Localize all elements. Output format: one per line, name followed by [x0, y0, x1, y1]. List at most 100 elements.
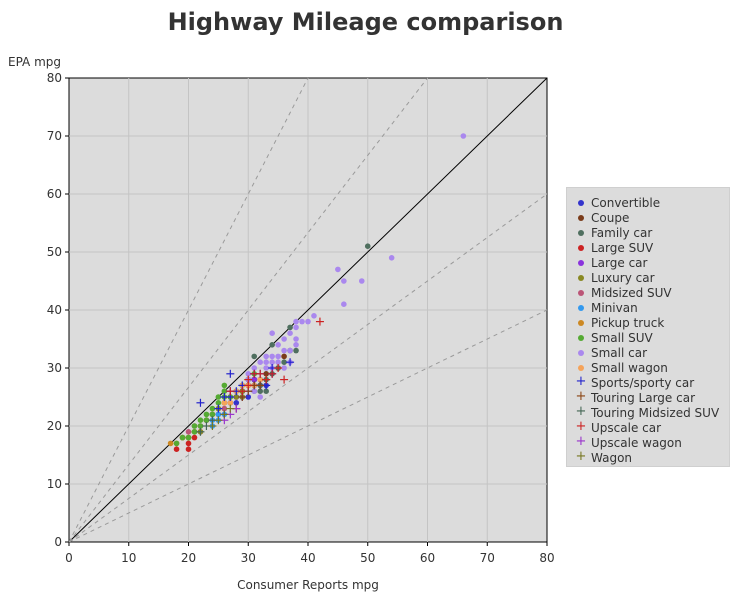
point-small-suv	[209, 405, 216, 412]
point-small-car	[281, 365, 287, 371]
legend-item-coupe: Coupe	[575, 210, 629, 225]
point-upscale-car	[238, 387, 247, 396]
point-small-car	[287, 347, 293, 354]
point-small-suv	[221, 382, 228, 389]
legend-label: Large car	[591, 255, 648, 270]
x-tick-label: 20	[181, 551, 196, 565]
point-small-suv	[221, 388, 228, 395]
point-pickup-truck	[167, 440, 174, 447]
data-points	[167, 133, 467, 453]
point-small-car	[275, 359, 281, 366]
legend-label: Family car	[591, 225, 653, 240]
point-upscale-car	[274, 364, 283, 372]
point-upscale-car	[268, 369, 277, 378]
legend-item-upscale-wagon: + Upscale wagon	[575, 434, 682, 450]
legend-item-family-car: Family car	[575, 225, 652, 240]
legend-item-touring-large-car: + Touring Large car	[575, 388, 695, 405]
x-tick-label: 40	[300, 551, 315, 565]
point-small-car	[257, 359, 264, 366]
point-small-suv	[215, 400, 222, 406]
point-small-car	[269, 353, 275, 360]
point-small-car	[251, 388, 258, 395]
point-small-suv	[215, 394, 222, 400]
chart-title: Highway Mileage comparison	[167, 8, 564, 36]
legend-item-sports-sporty-car: + Sports/sporty car	[575, 373, 695, 390]
y-tick-label: 0	[54, 535, 62, 549]
plus-marker-icon: +	[575, 388, 587, 404]
legend-item-wagon: + Wagon	[575, 449, 633, 465]
point-small-suv	[203, 417, 210, 424]
point-small-suv	[197, 417, 204, 424]
legend-label: Upscale wagon	[591, 435, 682, 450]
point-wagon	[226, 404, 235, 413]
point-small-car	[299, 318, 305, 325]
point-upscale-car	[250, 369, 259, 378]
x-tick-label: 50	[360, 551, 375, 565]
point-midsized-suv	[185, 429, 192, 435]
circle-marker-icon	[575, 362, 587, 374]
plus-marker-icon: +	[575, 373, 587, 389]
legend-label: Pickup truck	[591, 315, 665, 330]
legend-label: Small car	[591, 345, 648, 360]
point-small-car	[281, 336, 287, 342]
y-tick-label: 30	[47, 361, 62, 375]
point-wagon	[208, 422, 217, 430]
reference-line-dashed	[68, 77, 309, 543]
point-small-car	[263, 353, 269, 360]
point-upscale-car	[315, 317, 324, 326]
legend-item-convertible: Convertible	[575, 195, 660, 210]
point-small-car	[341, 278, 347, 284]
legend-label: Midsized SUV	[591, 285, 672, 300]
point-small-wagon	[227, 400, 234, 406]
circle-marker-icon	[575, 302, 587, 314]
point-small-wagon	[221, 400, 228, 406]
legend-item-upscale-car: + Upscale car	[575, 419, 662, 435]
point-small-car	[263, 359, 269, 366]
point-small-suv	[191, 429, 198, 435]
point-small-suv	[197, 423, 204, 429]
point-small-car	[460, 133, 467, 139]
y-axis-ticks: 0 10 20 30 40 50 60 70 80	[47, 71, 69, 549]
point-sports-sporty-car	[214, 404, 223, 413]
point-coupe	[263, 371, 269, 377]
point-family-car	[251, 353, 258, 360]
x-tick-label: 70	[480, 551, 495, 565]
legend-item-touring-midsized-suv: + Touring Midsized SUV	[575, 403, 720, 420]
legend-label: Small wagon	[591, 360, 668, 375]
x-tick-label: 60	[420, 551, 435, 565]
legend: Convertible Coupe Family car Large SUV Large…	[566, 187, 730, 467]
plus-marker-icon: +	[575, 403, 587, 419]
point-small-car	[251, 365, 258, 371]
x-tick-label: 10	[121, 551, 136, 565]
legend-item-minivan: Minivan	[575, 300, 638, 315]
legend-item-pickup-truck: Pickup truck	[575, 315, 664, 330]
legend-item-small-wagon: Small wagon	[575, 360, 668, 375]
legend-label: Upscale car	[591, 420, 662, 435]
y-tick-label: 60	[47, 187, 62, 201]
y-axis-label: EPA mpg	[8, 55, 61, 69]
point-small-car	[269, 359, 275, 366]
point-family-car	[281, 359, 287, 366]
point-small-car	[287, 330, 293, 337]
legend-item-large-car: Large car	[575, 255, 647, 270]
point-family-car	[287, 324, 293, 331]
legend-label: Luxury car	[591, 270, 655, 285]
legend-label: Wagon	[591, 450, 633, 465]
point-sports-sporty-car	[196, 398, 205, 407]
point-small-car	[263, 365, 269, 371]
point-sports-sporty-car	[286, 358, 295, 367]
circle-marker-icon	[575, 317, 587, 329]
point-minivan	[215, 411, 222, 418]
point-luxury-car	[233, 394, 240, 400]
reference-line-dashed	[68, 193, 548, 543]
point-small-suv	[173, 440, 180, 447]
legend-item-small-suv: Small SUV	[575, 330, 653, 345]
legend-label: Minivan	[591, 300, 638, 315]
point-small-suv	[191, 423, 198, 429]
point-small-car	[341, 301, 347, 308]
point-small-car	[388, 254, 395, 261]
point-small-car	[257, 394, 264, 400]
legend-label: Coupe	[591, 210, 630, 225]
identity-line	[68, 77, 548, 543]
